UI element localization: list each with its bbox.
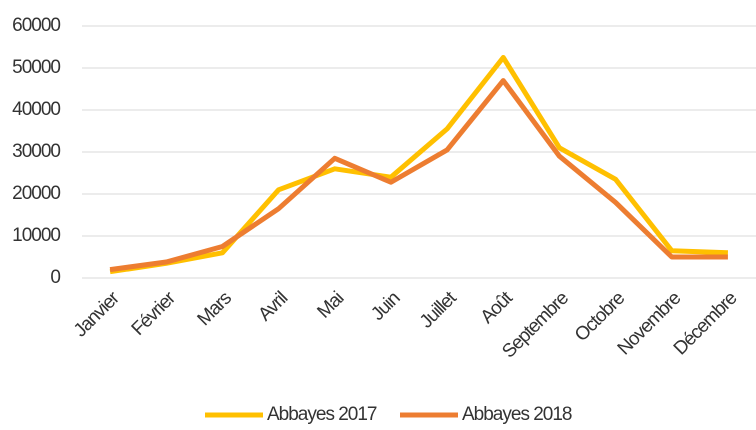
legend-label: Abbayes 2017 [267,404,377,425]
y-tick-label: 60000 [12,15,60,36]
x-tick-label: Août [477,287,518,328]
legend-label: Abbayes 2018 [462,404,572,425]
x-tick-label: Janvier [70,287,124,341]
x-tick-label: Mai [313,288,347,322]
y-tick-label: 0 [50,267,60,288]
y-tick-label: 10000 [12,225,60,246]
y-tick-label: 50000 [12,57,60,78]
x-tick-label: Décembre [670,288,741,359]
x-tick-label: Février [128,287,181,340]
x-tick-label: Mars [194,288,236,330]
y-tick-label: 20000 [12,183,60,204]
y-tick-label: 30000 [12,141,60,162]
x-tick-label: Avril [254,288,291,325]
x-tick-label: Juin [367,288,404,325]
line-series [109,78,728,273]
line-series [109,55,729,275]
x-tick-label: Juillet [416,287,461,332]
y-tick-label: 40000 [12,99,60,120]
